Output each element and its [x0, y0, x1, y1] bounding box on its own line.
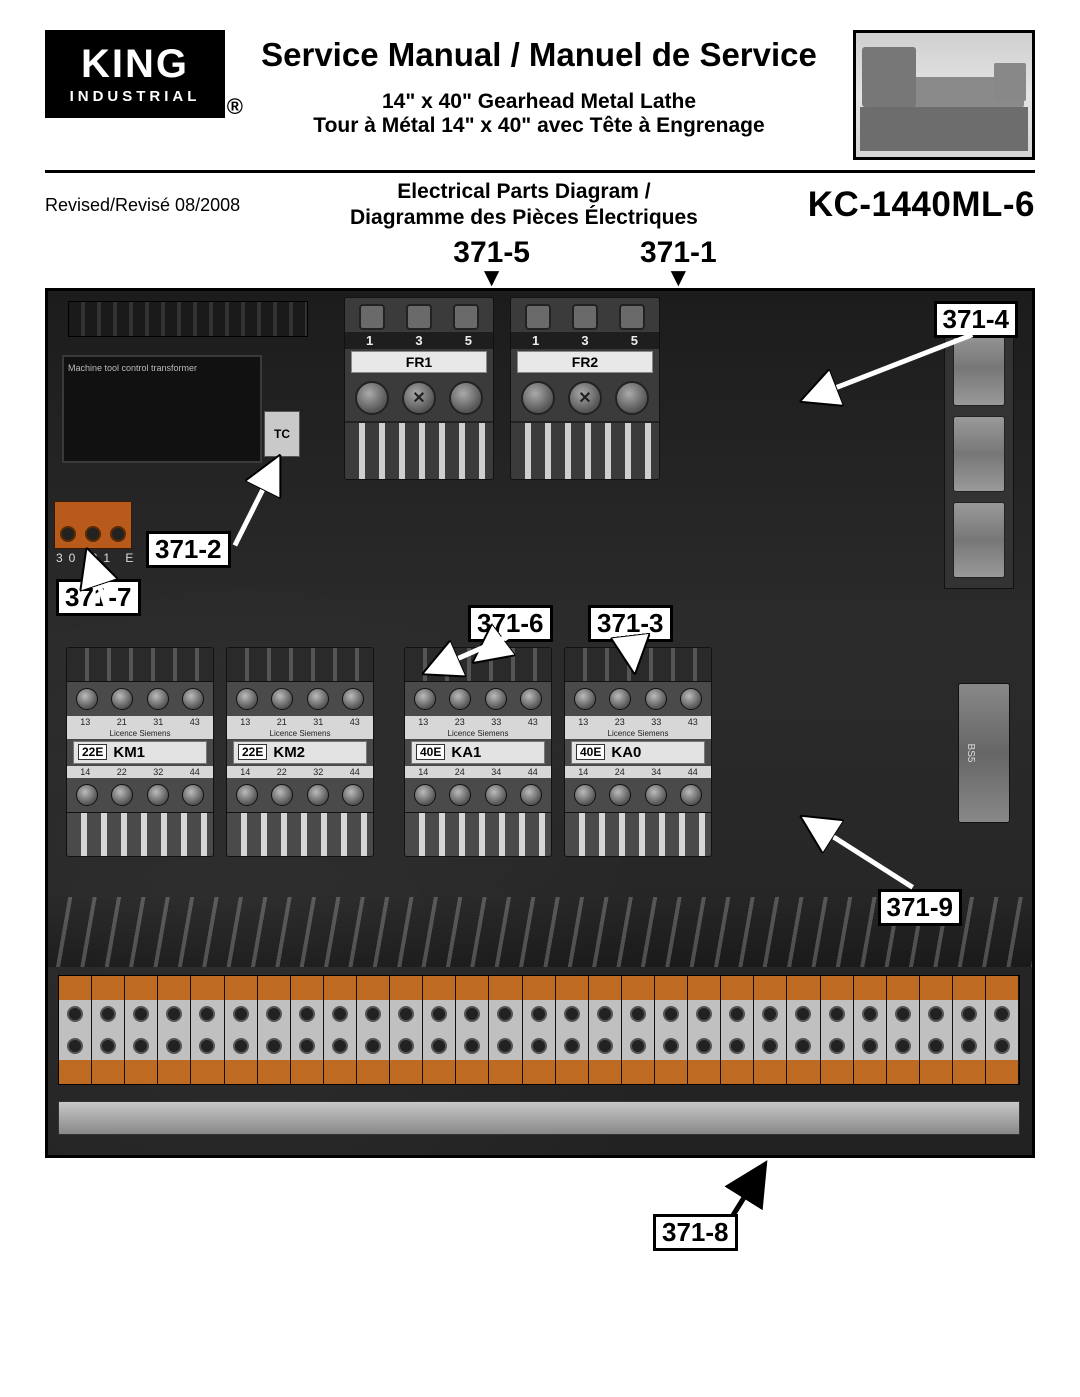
callout-371-9: 371-9 — [878, 889, 963, 926]
relay-fr2: 1 3 5 FR2 — [510, 297, 660, 480]
main-terminal-strip — [58, 975, 1020, 1085]
relay-fr2-tag: FR2 — [517, 351, 653, 373]
relay-fr1-tag: FR1 — [351, 351, 487, 373]
callout-371-7: 371-7 — [56, 579, 141, 616]
small-terminal-labels: 30 31 E — [56, 551, 139, 565]
callout-371-1: 371-1 ▼ — [640, 236, 717, 286]
product-thumbnail — [853, 30, 1035, 160]
callout-371-3: 371-3 — [588, 605, 673, 642]
product-name-fr: Tour à Métal 14" x 40" avec Tête à Engre… — [243, 114, 835, 138]
fuse-block-triple — [944, 319, 1014, 589]
electrical-panel-photo: Machine tool control transformer TC 1 3 … — [45, 288, 1035, 1158]
fuse-single-right: BS5 — [958, 683, 1010, 823]
contactor-ka1-name: KA1 — [451, 744, 481, 761]
callout-371-5: 371-5 ▼ — [453, 236, 530, 286]
diagram-title-en: Electrical Parts Diagram / — [397, 180, 650, 203]
brand-logo-box: KING INDUSTRIAL — [45, 30, 225, 118]
header: KING INDUSTRIAL ® Service Manual / Manue… — [45, 30, 1035, 160]
brand-logo: KING INDUSTRIAL ® — [45, 30, 225, 118]
contactor-km2: 13213143 Licence Siemens 22E KM2 1422324… — [226, 647, 374, 857]
callout-371-2: 371-2 — [146, 531, 231, 568]
down-arrow-icon: ▼ — [479, 268, 505, 286]
diagram-title: Electrical Parts Diagram / Diagramme des… — [240, 179, 808, 232]
divider-line — [45, 170, 1035, 173]
title-block: Service Manual / Manuel de Service 14" x… — [243, 30, 835, 138]
relay-fr1: 1 3 5 FR1 — [344, 297, 494, 480]
diagram-title-fr: Diagramme des Pièces Électriques — [350, 206, 698, 229]
contactor-km2-name: KM2 — [273, 744, 305, 761]
registered-mark: ® — [227, 94, 243, 120]
contactor-km1: 13213143 Licence Siemens 22E KM1 1422324… — [66, 647, 214, 857]
top-clamp-strip — [68, 301, 308, 337]
tc-text: TC — [274, 427, 290, 441]
callout-371-8: 371-8 — [653, 1214, 738, 1251]
brand-logo-top: KING — [81, 44, 189, 84]
contactor-ka0: 13233343 Licence Siemens 40E KA0 1424344… — [564, 647, 712, 857]
din-rail — [58, 1101, 1020, 1135]
callout-371-8-arrow — [45, 1158, 1035, 1254]
revision-date: Revised/Revisé 08/2008 — [45, 195, 240, 216]
down-arrow-icon: ▼ — [666, 268, 692, 286]
product-name-en: 14" x 40" Gearhead Metal Lathe — [243, 90, 835, 114]
model-number: KC-1440ML-6 — [808, 185, 1035, 225]
contactor-ka0-name: KA0 — [611, 744, 641, 761]
contactor-km1-name: KM1 — [113, 744, 145, 761]
fuse-single-label: BS5 — [965, 743, 976, 762]
callout-371-4: 371-4 — [934, 301, 1019, 338]
transformer-block: Machine tool control transformer — [62, 355, 262, 463]
small-terminal-block — [54, 501, 132, 549]
subheader-row: Revised/Revisé 08/2008 Electrical Parts … — [45, 179, 1035, 232]
contactor-ka1: 13233343 Licence Siemens 40E KA1 1424344… — [404, 647, 552, 857]
tc-label-plate: TC — [264, 411, 300, 457]
bottom-callout-area: 371-8 — [45, 1158, 1035, 1254]
brand-logo-bottom: INDUSTRIAL — [70, 88, 201, 105]
callout-371-6: 371-6 — [468, 605, 553, 642]
document-title: Service Manual / Manuel de Service — [243, 36, 835, 74]
top-callout-row: 371-5 ▼ 371-1 ▼ — [45, 236, 1035, 286]
